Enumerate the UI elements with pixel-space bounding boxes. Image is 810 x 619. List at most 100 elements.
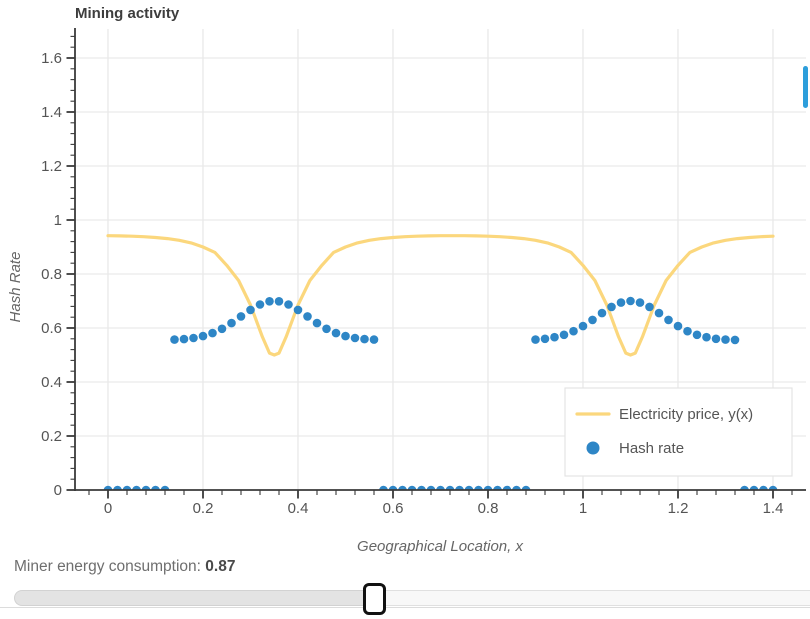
hash-rate-dot: [455, 485, 464, 490]
hash-rate-dot: [768, 485, 778, 490]
axes-and-ticks: [66, 28, 806, 499]
hash-rate-dot: [189, 333, 198, 343]
hash-rate-dot: [702, 332, 711, 342]
hash-rate-dot: [578, 321, 588, 331]
hash-rate-dot: [217, 324, 227, 334]
y-tick-label: 1.6: [41, 50, 62, 67]
legend-box: [564, 387, 793, 477]
hash-rate-dot: [635, 298, 645, 307]
scrollbar-thumb[interactable]: [803, 66, 808, 108]
hash-rate-dot: [284, 300, 293, 309]
hash-rate-dot: [417, 485, 426, 490]
x-tick-label: 0: [104, 500, 112, 517]
hash-rate-dot: [521, 485, 531, 490]
x-tick-label: 0.2: [193, 500, 214, 517]
slider-handle[interactable]: [363, 583, 386, 615]
hash-rate-dot: [493, 485, 502, 490]
y-tick-label: 0.4: [41, 374, 62, 391]
hash-rate-dot: [683, 326, 692, 336]
x-tick-label: 0.4: [288, 500, 309, 517]
hash-rate-dot: [426, 485, 436, 490]
hash-rate-dot: [607, 302, 616, 312]
slider-track-filled[interactable]: [14, 590, 367, 606]
x-tick-label: 1: [579, 500, 587, 517]
x-tick-label: 0.8: [478, 500, 499, 517]
hash-rate-dot: [436, 485, 445, 490]
hash-rate-dot: [673, 321, 683, 331]
chart-title: Mining activity: [75, 5, 180, 22]
x-tick-label: 1.4: [763, 500, 784, 517]
hash-rate-dot: [759, 485, 768, 490]
hash-rate-dot: [312, 318, 322, 328]
y-tick-label: 0.2: [41, 428, 62, 445]
slider-label: Miner energy consumption: 0.87: [14, 558, 235, 576]
hash-rate-dot: [692, 330, 702, 340]
hash-rate-dot: [550, 332, 559, 342]
hash-rate-dot: [198, 331, 208, 341]
hash-rate-dot: [616, 298, 626, 307]
bottom-divider: [0, 607, 810, 608]
hash-rate-dot: [502, 485, 512, 490]
hash-rate-dot: [113, 485, 122, 490]
hash-rate-dot: [588, 315, 597, 325]
y-tick-label: 0.8: [41, 266, 62, 283]
hash-rate-dot: [227, 318, 236, 328]
slider-track-empty[interactable]: [366, 590, 810, 606]
hash-rate-dot: [360, 334, 369, 344]
tick-labels: 0 0.2 0.4 0.6 0.8 1 1.2 1.4 1.6 0 0.2 0.4 0.6 0.8 1 1.2…: [41, 50, 783, 517]
hash-rate-dot: [654, 308, 664, 318]
x-tick-label: 0.6: [383, 500, 404, 517]
hash-rate-dot: [132, 485, 141, 490]
hash-rate-dot: [274, 297, 284, 306]
y-tick-label: 1: [54, 212, 62, 229]
hash-rate-dot: [236, 312, 246, 321]
hash-rate-dot: [350, 333, 360, 343]
hash-rate-dot: [388, 485, 398, 490]
hash-rate-dot: [293, 305, 303, 315]
hash-rate-dot: [531, 335, 540, 344]
x-tick-label: 1.2: [668, 500, 689, 517]
slider-value: 0.87: [205, 558, 236, 575]
hash-rate-dot: [711, 334, 721, 344]
hash-rate-dot: [103, 485, 113, 490]
hash-rate-dot: [597, 308, 607, 318]
hash-rate-dot: [265, 297, 274, 306]
hash-rate-dot: [559, 330, 569, 340]
legend-label-electricity: Electricity price, y(x): [619, 406, 753, 423]
hash-rate-dot: [151, 485, 160, 490]
y-tick-label: 1.4: [41, 104, 62, 121]
legend: Electricity price, y(x) Hash rate: [564, 387, 793, 477]
hash-rate-dot: [407, 485, 417, 490]
hash-rate-dot: [645, 302, 654, 312]
hash-rate-dot: [255, 300, 265, 309]
legend-dot-swatch: [586, 441, 600, 455]
hash-rate-dot: [664, 315, 673, 325]
hash-rate-dot: [626, 296, 635, 306]
hash-rate-dot: [540, 334, 550, 344]
hash-rate-dot: [721, 335, 730, 344]
y-tick-label: 0: [54, 482, 62, 499]
hash-rate-dot: [740, 485, 749, 490]
hash-rate-dot: [464, 485, 474, 490]
y-tick-label: 0.6: [41, 320, 62, 337]
hash-rate-dot: [141, 485, 151, 490]
hash-rate-dot: [445, 485, 455, 490]
hash-rate-dot: [331, 328, 341, 338]
hash-rate-dot: [379, 485, 388, 490]
gridlines: [75, 29, 806, 490]
x-axis-title: Geographical Location, x: [357, 538, 523, 555]
hash-rate-dot: [512, 485, 521, 490]
hash-rate-dot: [474, 485, 483, 490]
hash-rate-dot: [170, 335, 179, 344]
hash-rate-dot: [122, 485, 132, 490]
hash-rate-dot: [483, 485, 493, 490]
electricity-price-line: [106, 234, 775, 357]
data-series: [103, 234, 778, 490]
hash-rate-dot: [749, 485, 759, 490]
hash-rate-dot: [208, 328, 217, 338]
y-tick-label: 1.2: [41, 158, 62, 175]
hash-rate-dot: [369, 335, 379, 344]
hash-rate-dot: [730, 335, 740, 345]
hash-rate-dot: [160, 485, 170, 490]
